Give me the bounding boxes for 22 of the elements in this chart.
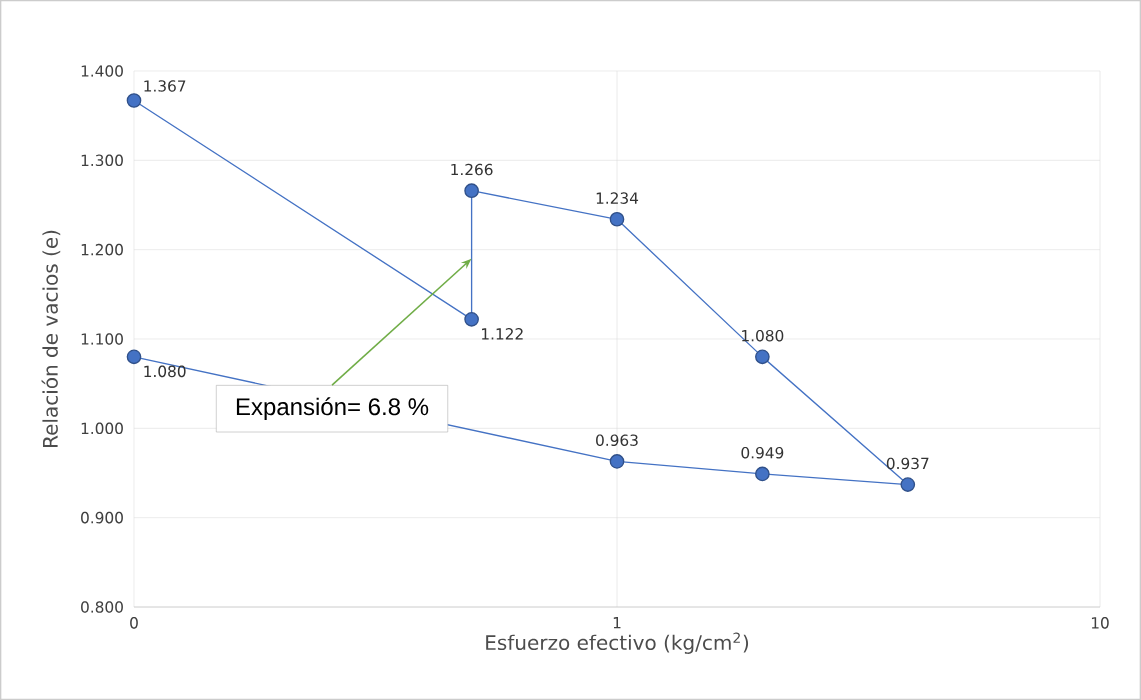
x-tick-label: 10 [1091, 617, 1109, 629]
y-tick-label: 0.900 [81, 511, 123, 524]
x-axis-title: Esfuerzo efectivo (kg/cm$^{2}$) [486, 632, 749, 654]
annotation: Expansión= 6.8 % [236, 397, 429, 420]
data-label: 1.266 [451, 163, 493, 176]
y-tick-label: 1.200 [81, 243, 123, 256]
data-label: 0.963 [596, 434, 638, 446]
data-label: 0.949 [741, 446, 784, 459]
data-label: 1.367 [144, 80, 186, 92]
y-tick-label: 1.100 [81, 333, 123, 345]
data-label: 1.234 [596, 192, 639, 204]
x-tick-label: 1 [613, 617, 621, 629]
data-label: 1.080 [742, 329, 784, 342]
y-tick-label: 1.300 [81, 154, 123, 167]
y-tick-label: 1.000 [81, 422, 123, 435]
y-tick-label: 0.800 [81, 601, 123, 613]
y-axis-title: Relación de vacios (e) [41, 230, 61, 447]
data-label: 0.937 [886, 457, 929, 470]
data-label: 1.122 [482, 328, 523, 340]
x-tick-label: 0 [130, 617, 138, 629]
y-tick-label: 1.400 [81, 65, 123, 77]
data-label: 1.080 [144, 365, 186, 378]
